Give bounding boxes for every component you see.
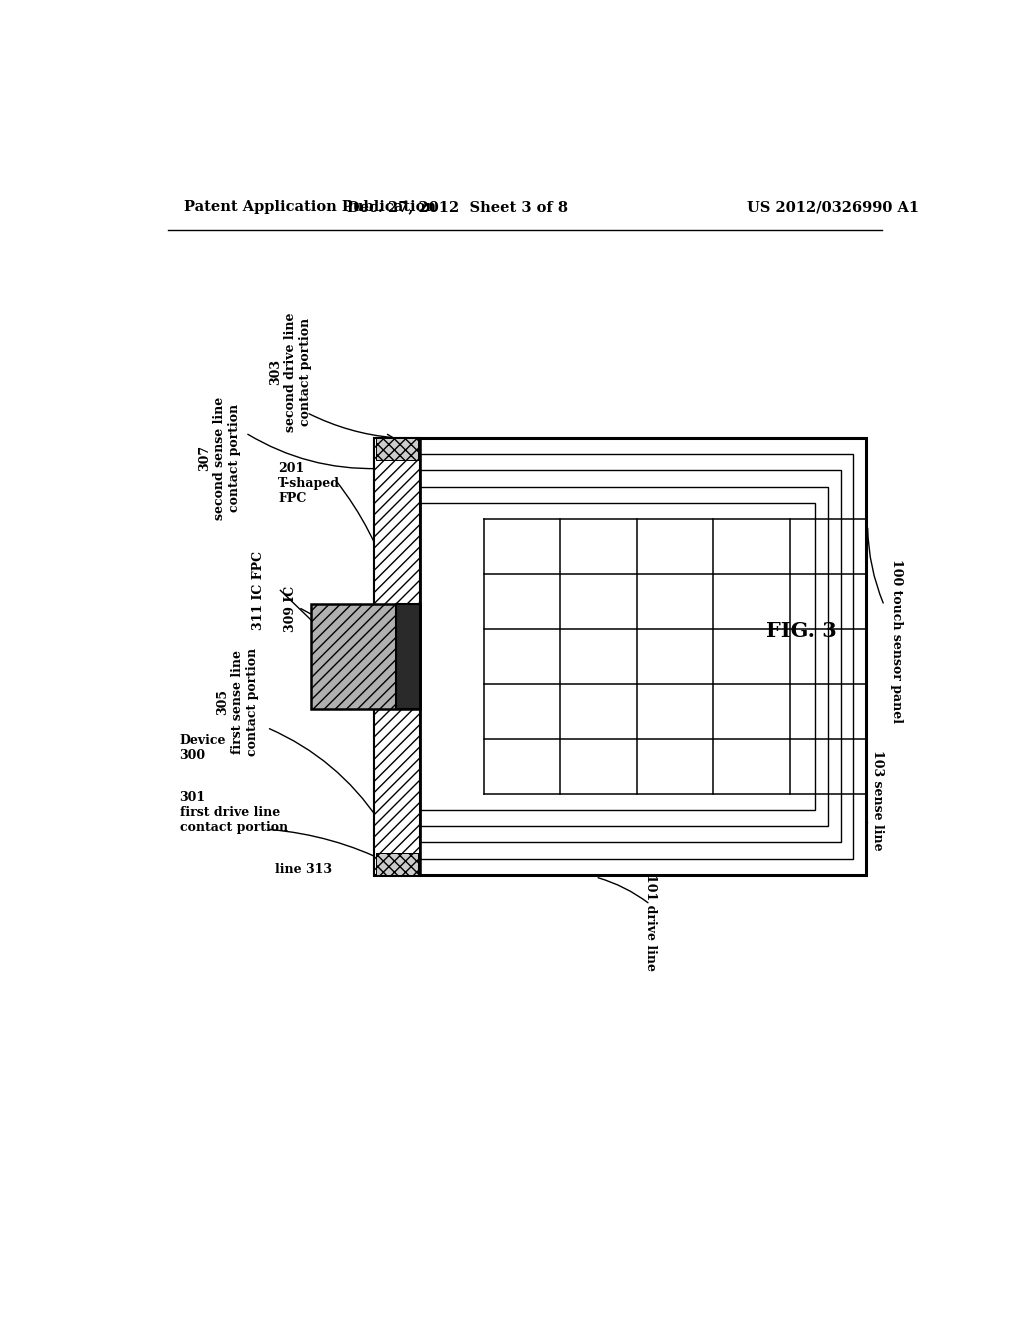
Bar <box>376 438 418 461</box>
Text: 301
first drive line
contact portion: 301 first drive line contact portion <box>179 792 288 834</box>
Text: line 313: line 313 <box>274 863 332 876</box>
Bar <box>376 438 418 461</box>
Text: Dec. 27, 2012  Sheet 3 of 8: Dec. 27, 2012 Sheet 3 of 8 <box>347 201 568 214</box>
Bar <box>374 438 420 875</box>
Bar <box>376 853 418 875</box>
Text: 307
second sense line
contact portion: 307 second sense line contact portion <box>198 396 241 520</box>
Text: FIG. 3: FIG. 3 <box>766 620 837 642</box>
Bar <box>420 470 841 842</box>
Bar <box>310 605 420 709</box>
Text: 201
T-shaped
FPC: 201 T-shaped FPC <box>278 462 340 506</box>
Bar <box>420 438 866 875</box>
Text: 303
second drive line
contact portion: 303 second drive line contact portion <box>269 312 312 432</box>
Bar <box>310 605 420 709</box>
Text: Patent Application Publication: Patent Application Publication <box>183 201 435 214</box>
Text: 309 IC: 309 IC <box>285 586 297 632</box>
Text: 311 IC FPC: 311 IC FPC <box>253 550 265 630</box>
Bar <box>420 454 853 859</box>
Bar <box>420 487 828 826</box>
Text: 305
first sense line
contact portion: 305 first sense line contact portion <box>216 648 259 756</box>
Bar <box>374 438 866 875</box>
Bar <box>420 503 815 810</box>
Text: Device
300: Device 300 <box>179 734 226 762</box>
Text: 100 touch sensor panel: 100 touch sensor panel <box>890 560 903 723</box>
Bar <box>396 605 420 709</box>
Text: US 2012/0326990 A1: US 2012/0326990 A1 <box>748 201 920 214</box>
Bar <box>374 438 420 875</box>
Bar <box>376 853 418 875</box>
Text: 103 sense line: 103 sense line <box>870 751 884 851</box>
Text: 101 drive line: 101 drive line <box>644 874 656 972</box>
